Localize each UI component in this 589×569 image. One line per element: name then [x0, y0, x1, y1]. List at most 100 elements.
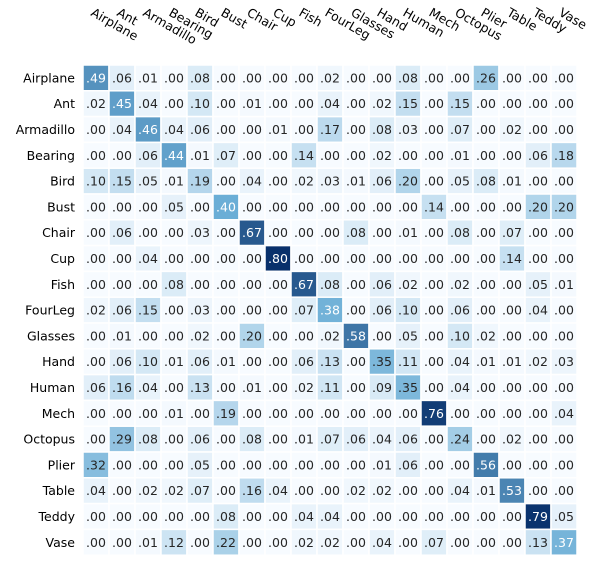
heatmap-cell — [524, 64, 552, 92]
cell-value-label: .00 — [216, 122, 236, 137]
heatmap-cell — [472, 115, 500, 144]
cell-value-label: .15 — [138, 303, 158, 318]
cell-value-label: .00 — [528, 457, 548, 472]
cell-value-label: .00 — [216, 457, 236, 472]
cell-value-label: .00 — [502, 406, 522, 421]
heatmap-cell — [550, 477, 578, 505]
cell-value-label: .22 — [216, 535, 236, 550]
cell-value-label: .32 — [86, 457, 106, 472]
cell-value-label: .00 — [502, 328, 522, 343]
cell-value-label: .00 — [112, 509, 132, 524]
cell-value-label: .08 — [398, 70, 418, 85]
heatmap-cell — [342, 348, 370, 376]
heatmap-cells: .49 .06 .01 .00 .08 .00 .00 .00 .00 .02 .00 .00 .08.… — [82, 64, 578, 556]
heatmap-cell — [420, 115, 448, 144]
heatmap-cell — [550, 502, 578, 531]
cell-value-label: .00 — [398, 535, 418, 550]
cell-value-label: .00 — [346, 199, 366, 214]
heatmap-cell — [238, 141, 266, 169]
column-label-fish: Fish — [297, 5, 325, 30]
heatmap-cell — [550, 219, 578, 247]
heatmap-cell — [524, 348, 552, 376]
heatmap-cell — [316, 399, 344, 427]
cell-value-label: .02 — [450, 277, 470, 292]
cell-value-label: .00 — [424, 483, 444, 498]
heatmap-cell — [264, 477, 292, 505]
heatmap-cell — [524, 244, 552, 273]
row-label-fish: Fish — [51, 277, 75, 292]
heatmap-cell — [342, 528, 370, 556]
cell-value-label: .04 — [138, 380, 158, 395]
cell-value-label: .10 — [398, 303, 418, 318]
cell-value-label: .01 — [138, 70, 158, 85]
cell-value-label: .00 — [476, 96, 496, 111]
cell-value-label: .00 — [268, 148, 288, 163]
heatmap-cell — [264, 348, 292, 376]
cell-value-label: .00 — [424, 380, 444, 395]
cell-value-label: .04 — [320, 96, 340, 111]
cell-value-label: .44 — [164, 148, 184, 163]
cell-value-label: .00 — [424, 509, 444, 524]
cell-value-label: .00 — [528, 70, 548, 85]
cell-value-label: .06 — [372, 277, 392, 292]
cell-value-label: .06 — [112, 225, 132, 240]
cell-value-label: .08 — [216, 509, 236, 524]
cell-value-label: .04 — [372, 432, 392, 447]
cell-value-label: .00 — [294, 96, 314, 111]
row-label-glasses: Glasses — [27, 328, 75, 343]
heatmap-cell — [394, 425, 422, 453]
cell-value-label: .00 — [346, 406, 366, 421]
cell-value-label: .06 — [190, 432, 210, 447]
cell-value-label: .00 — [268, 303, 288, 318]
heatmap-cell — [134, 270, 162, 298]
heatmap-cell — [134, 528, 162, 556]
cell-value-label: .04 — [164, 122, 184, 137]
row-label-airplane: Airplane — [23, 70, 75, 85]
cell-value-label: .02 — [372, 483, 392, 498]
heatmap-cell — [238, 425, 266, 453]
cell-value-label: .00 — [242, 457, 262, 472]
heatmap-cell — [212, 502, 240, 531]
cell-value-label: .00 — [346, 70, 366, 85]
cell-value-label: .00 — [164, 432, 184, 447]
cell-value-label: .08 — [190, 70, 210, 85]
heatmap-cell — [394, 348, 422, 376]
cell-value-label: .19 — [216, 406, 236, 421]
heatmap-cell — [420, 64, 448, 92]
heatmap-cell — [290, 477, 318, 505]
cell-value-label: .05 — [398, 328, 418, 343]
cell-value-label: .00 — [424, 96, 444, 111]
heatmap-cell — [446, 244, 474, 273]
cell-value-label: .02 — [372, 148, 392, 163]
cell-value-label: .00 — [268, 277, 288, 292]
cell-value-label: .01 — [502, 174, 522, 189]
cell-value-label: .00 — [216, 328, 236, 343]
cell-value-label: .00 — [398, 251, 418, 266]
heatmap-cell — [524, 270, 552, 298]
cell-value-label: .00 — [320, 457, 340, 472]
cell-value-label: .00 — [320, 251, 340, 266]
cell-value-label: .00 — [216, 380, 236, 395]
heatmap-cell — [498, 90, 526, 118]
heatmap-cell — [472, 167, 500, 195]
cell-value-label: .00 — [242, 303, 262, 318]
cell-value-label: .02 — [502, 122, 522, 137]
cell-value-label: .00 — [346, 535, 366, 550]
cell-value-label: .09 — [372, 380, 392, 395]
cell-value-label: .10 — [190, 96, 210, 111]
cell-value-label: .13 — [190, 380, 210, 395]
cell-value-label: .01 — [554, 277, 574, 292]
cell-value-label: .00 — [294, 122, 314, 137]
cell-value-label: .00 — [554, 174, 574, 189]
heatmap-cell — [420, 193, 448, 221]
row-label-teddy: Teddy — [38, 509, 76, 524]
cell-value-label: .01 — [216, 354, 236, 369]
cell-value-label: .00 — [502, 509, 522, 524]
heatmap-cell — [342, 193, 370, 221]
cell-value-label: .00 — [450, 509, 470, 524]
heatmap-cell — [82, 528, 110, 556]
cell-value-label: .02 — [476, 328, 496, 343]
heatmap-cell — [316, 373, 344, 402]
cell-value-label: .11 — [320, 380, 340, 395]
cell-value-label: .14 — [424, 199, 444, 214]
